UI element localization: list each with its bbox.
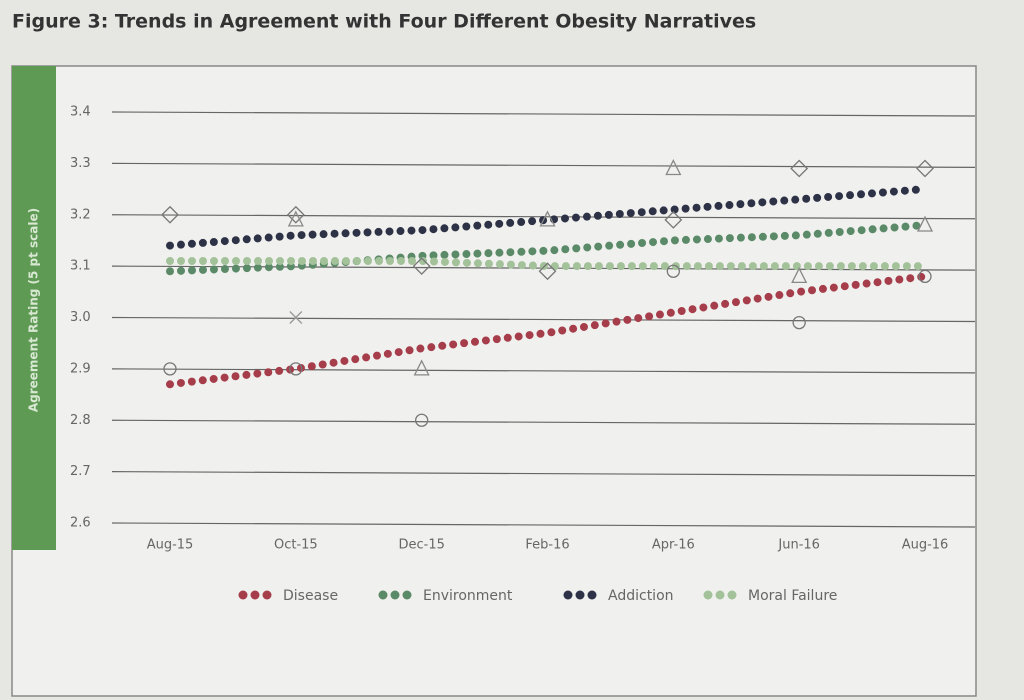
axis-band <box>12 66 56 550</box>
chart-frame <box>11 65 977 697</box>
y-tick-label: 2.9 <box>70 361 91 376</box>
legend-swatch <box>238 590 248 600</box>
marker-triangle <box>665 159 682 176</box>
y-tick-label: 3.4 <box>70 105 91 120</box>
legend-swatch <box>727 590 737 600</box>
legend-swatch <box>703 590 713 600</box>
grid-line <box>111 471 976 477</box>
legend-label: Addiction <box>608 588 674 604</box>
y-tick-label: 3.2 <box>70 207 91 222</box>
legend-swatch <box>250 590 260 600</box>
x-tick-label: Jun-16 <box>777 538 820 553</box>
trend-line <box>166 185 929 250</box>
marker-triangle <box>916 215 934 232</box>
legend-swatch <box>575 590 585 600</box>
legend-swatch <box>378 590 388 600</box>
y-tick-label: 3.0 <box>70 310 91 325</box>
marker-circle <box>918 269 932 284</box>
y-tick-label: 2.7 <box>70 464 91 479</box>
grid-line <box>111 111 976 117</box>
grid-line <box>111 522 976 528</box>
y-tick-label: 3.3 <box>70 156 91 171</box>
trend-line <box>166 256 929 271</box>
marker-diamond <box>538 262 557 281</box>
legend-swatch <box>563 590 573 600</box>
legend-swatch <box>587 590 597 600</box>
grid-line <box>111 368 976 374</box>
y-axis-label: Agreement Rating (5 pt scale) <box>27 208 41 412</box>
marker-circle <box>163 362 177 376</box>
marker-diamond <box>790 159 809 178</box>
x-tick-label: Oct-15 <box>274 538 318 553</box>
legend-swatch <box>715 590 725 600</box>
chart-title: Figure 3: Trends in Agreement with Four … <box>12 11 756 33</box>
marker-diamond <box>664 210 683 229</box>
legend-swatch <box>402 590 412 600</box>
x-tick-label: Aug-15 <box>147 538 194 553</box>
trend-line <box>166 221 929 276</box>
legend-label: Environment <box>423 588 513 604</box>
marker-circle <box>415 413 429 427</box>
x-tick-label: Feb-16 <box>525 538 569 553</box>
marker-triangle <box>791 266 808 284</box>
x-tick-label: Apr-16 <box>652 538 695 553</box>
marker-cross <box>289 311 303 324</box>
marker-diamond <box>916 159 934 178</box>
y-tick-label: 3.1 <box>70 259 91 274</box>
y-tick-label: 2.8 <box>70 413 91 428</box>
grid-line <box>111 316 976 323</box>
marker-diamond <box>286 205 305 224</box>
legend-label: Moral Failure <box>748 588 837 604</box>
legend-swatch <box>262 590 272 600</box>
marker-triangle <box>539 210 556 227</box>
marker-triangle <box>413 359 430 376</box>
marker-diamond <box>161 205 179 224</box>
marker-circle <box>289 362 303 376</box>
grid-line <box>111 419 976 425</box>
legend-label: Disease <box>283 588 338 604</box>
x-tick-label: Dec-15 <box>398 538 444 553</box>
marker-circle <box>792 315 806 330</box>
marker-circle <box>666 264 680 278</box>
trend-line <box>166 272 929 389</box>
legend-swatch <box>390 590 400 600</box>
grid-line <box>111 162 976 168</box>
marker-diamond <box>412 257 431 276</box>
x-tick-label: Aug-16 <box>902 538 949 553</box>
y-tick-label: 2.6 <box>70 516 91 531</box>
marker-triangle <box>287 210 304 227</box>
